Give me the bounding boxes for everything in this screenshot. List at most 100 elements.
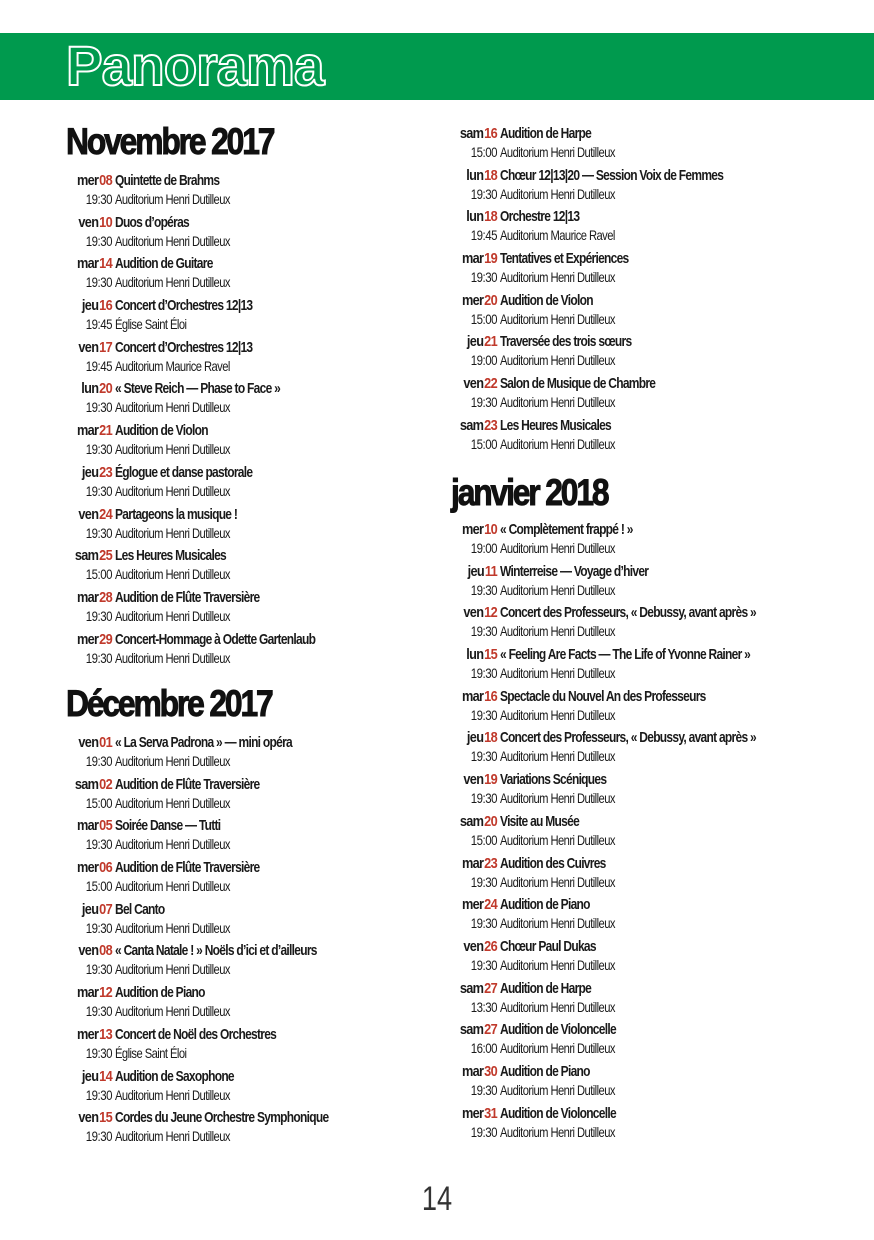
event-date: lun18	[458, 167, 497, 184]
event-title: Audition de Violon	[500, 291, 594, 309]
event-day-number: 06	[99, 859, 113, 877]
event-day-number: 19	[484, 771, 498, 789]
month-december: Décembre 2017 ven01 « La Serva Padrona » …	[66, 683, 330, 1144]
event-weekday: mer	[461, 896, 484, 914]
event-day-number: 20	[99, 380, 113, 398]
event-weekday: mar	[461, 854, 484, 872]
event-entry: mar21 Audition de Violon 19:30 Auditorium H…	[66, 422, 406, 464]
event-title: Orchestre 12|13	[500, 208, 580, 226]
event-venue: Auditorium Henri Dutilleux	[115, 607, 230, 624]
event-venue: Auditorium Henri Dutilleux	[115, 232, 230, 249]
event-venue: Auditorium Henri Dutilleux	[115, 919, 230, 936]
event-title: Concert des Professeurs, « Debussy, avan…	[500, 729, 757, 747]
event-entry: mar28 Audition de Flûte Traversière 19:30 A…	[66, 589, 406, 631]
event-title: Concert d’Orchestres 12|13	[115, 338, 253, 356]
event-time: 19:30	[470, 394, 498, 411]
event-entry: ven12 Concert des Professeurs, « Debussy,…	[451, 604, 851, 646]
event-weekday: mer	[461, 1104, 484, 1122]
event-title: Les Heures Musicales	[115, 547, 227, 565]
event-day-number: 12	[484, 604, 498, 622]
event-title: Spectacle du Nouvel An des Professeurs	[500, 687, 706, 705]
event-time: 19:45	[470, 227, 498, 244]
event-date: jeu07	[73, 900, 113, 918]
event-date: jeu21	[458, 333, 498, 351]
event-title: Audition de Violoncelle	[500, 1021, 617, 1039]
event-weekday: mar	[76, 422, 99, 440]
event-entry: sam27 Audition de Violoncelle 16:00 Auditor…	[451, 1021, 851, 1063]
event-day-number: 27	[484, 1021, 498, 1039]
event-title: Chœur Paul Dukas	[500, 937, 597, 955]
event-venue: Auditorium Henri Dutilleux	[500, 790, 615, 807]
event-entry: sam02 Audition de Flûte Traversière 15:00 A…	[66, 776, 406, 818]
event-time: 13:30	[470, 998, 498, 1015]
event-title: Audition de Saxophone	[115, 1067, 235, 1085]
event-entry: mar05 Soirée Danse — Tutti 19:30 Auditorium…	[66, 817, 406, 859]
event-day-number: 07	[99, 900, 113, 918]
event-venue: Auditorium Henri Dutilleux	[115, 794, 230, 811]
event-date: mar16	[458, 688, 498, 705]
event-entry: sam20 Visite au Musée 15:00 Auditorium Henr…	[451, 813, 851, 855]
event-title: Visite au Musée	[500, 812, 580, 830]
event-venue: Auditorium Henri Dutilleux	[500, 394, 615, 411]
event-day-number: 18	[484, 166, 498, 184]
event-day-number: 16	[99, 297, 113, 315]
event-entry: ven17 Concert d’Orchestres 12|13 19:45 Audi…	[66, 339, 406, 381]
event-day-number: 14	[99, 1067, 113, 1085]
event-venue: Auditorium Henri Dutilleux	[500, 831, 615, 848]
event-day-number: 15	[99, 1109, 113, 1127]
event-weekday: sam	[459, 812, 484, 830]
event-entry: mar16 Spectacle du Nouvel An des Professe…	[451, 688, 851, 730]
event-time: 19:30	[470, 956, 498, 973]
event-time: 19:30	[85, 1128, 113, 1145]
event-weekday: mer	[461, 521, 484, 538]
event-weekday: jeu	[81, 463, 99, 481]
event-weekday: ven	[78, 338, 99, 356]
event-title: Audition de Violon	[115, 422, 209, 440]
event-title: Partageons la musique !	[115, 505, 238, 523]
event-venue: Auditorium Henri Dutilleux	[500, 998, 615, 1015]
event-weekday: jeu	[466, 333, 484, 351]
event-entry: sam25 Les Heures Musicales 15:00 Auditorium…	[66, 547, 406, 589]
event-date: mer24	[458, 896, 498, 914]
event-entry: ven24 Partageons la musique ! 19:30 Auditor…	[66, 506, 406, 548]
event-entry: ven01 « La Serva Padrona » — mini opéra 19…	[66, 734, 406, 776]
event-date: lun15	[458, 646, 497, 663]
month-november: Novembre 2017 mer08 Quintette de Brahms 19…	[66, 121, 316, 666]
event-weekday: jeu	[467, 562, 485, 580]
event-time: 19:30	[470, 623, 498, 640]
event-date: ven10	[73, 214, 112, 231]
event-date: sam27	[458, 980, 498, 997]
event-weekday: mer	[76, 630, 99, 648]
event-day-number: 17	[99, 338, 113, 356]
event-venue: Auditorium Henri Dutilleux	[500, 581, 615, 598]
event-date: lun18	[458, 208, 497, 225]
event-venue: Auditorium Henri Dutilleux	[115, 753, 230, 769]
event-weekday: jeu	[466, 729, 484, 747]
event-day-number: 22	[484, 375, 498, 393]
event-title: Audition de Violoncelle	[500, 1104, 617, 1122]
event-time: 19:30	[85, 399, 113, 416]
event-venue: Auditorium Henri Dutilleux	[115, 649, 230, 666]
event-title: Les Heures Musicales	[500, 416, 612, 434]
event-weekday: mar	[76, 817, 99, 835]
event-time: 15:00	[85, 566, 113, 583]
event-entry: jeu21 Traversée des trois sœurs 19:00 Audit…	[451, 333, 851, 375]
event-day-number: 15	[484, 646, 498, 664]
event-weekday: sam	[459, 125, 484, 142]
event-day-number: 13	[99, 1025, 113, 1043]
event-title: Tentatives et Expériences	[500, 250, 629, 268]
month-heading: Novembre 2017	[66, 121, 276, 162]
event-day-number: 20	[484, 812, 498, 830]
event-day-number: 28	[99, 588, 113, 606]
event-day-number: 01	[99, 734, 113, 751]
event-title: Concert des Professeurs, « Debussy, avan…	[500, 604, 757, 622]
event-venue: Auditorium Henri Dutilleux	[115, 274, 230, 291]
event-date: ven19	[458, 771, 497, 788]
event-date: mer29	[73, 630, 113, 648]
event-weekday: ven	[463, 771, 484, 789]
event-day-number: 29	[99, 630, 113, 648]
event-date: mar21	[73, 422, 113, 440]
event-entry: ven10 Duos d’opéras 19:30 Auditorium Henri …	[66, 214, 406, 256]
event-entry: mer08 Quintette de Brahms 19:30 Auditorium …	[66, 172, 406, 214]
event-time: 16:00	[470, 1040, 498, 1057]
